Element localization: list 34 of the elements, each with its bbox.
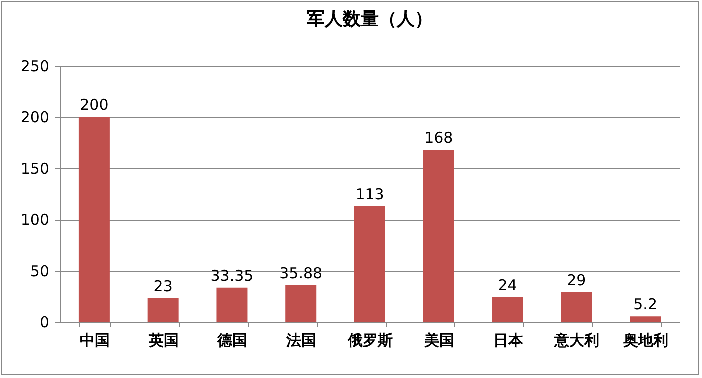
bar (423, 150, 454, 322)
data-label: 200 (80, 96, 109, 114)
data-label: 113 (356, 185, 384, 204)
x-tick-label: 中国 (80, 332, 110, 350)
x-tick-label: 俄罗斯 (347, 332, 393, 350)
data-label: 29 (567, 271, 586, 290)
y-tick-label: 200 (20, 108, 50, 127)
bar (630, 316, 662, 322)
y-tick-label: 150 (20, 160, 50, 178)
y-tick-label: 50 (30, 262, 50, 280)
bar (354, 206, 386, 322)
x-tick-label: 日本 (493, 332, 524, 350)
data-label: 5.2 (634, 296, 658, 314)
chart-title: 军人数量（人） (307, 9, 433, 30)
bar (561, 292, 592, 322)
data-label: 35.88 (280, 264, 323, 282)
x-tick-label: 奥地利 (622, 332, 669, 350)
y-tick-label: 0 (40, 314, 50, 332)
y-tick-label: 250 (20, 58, 50, 76)
bar (78, 117, 110, 322)
x-tick-label: 意大利 (554, 332, 600, 350)
data-label: 168 (424, 128, 454, 147)
data-label: 23 (154, 277, 173, 296)
bar (286, 285, 317, 322)
y-tick-label: 100 (20, 211, 50, 230)
x-tick-label: 德国 (216, 332, 248, 350)
data-label: 24 (498, 276, 518, 294)
x-tick-label: 英国 (148, 332, 179, 350)
bar (148, 298, 179, 322)
x-tick-label: 美国 (423, 332, 454, 350)
data-label: 33.35 (210, 266, 254, 285)
bar (492, 297, 524, 322)
x-tick-label: 法国 (286, 332, 317, 350)
bar (216, 288, 248, 322)
